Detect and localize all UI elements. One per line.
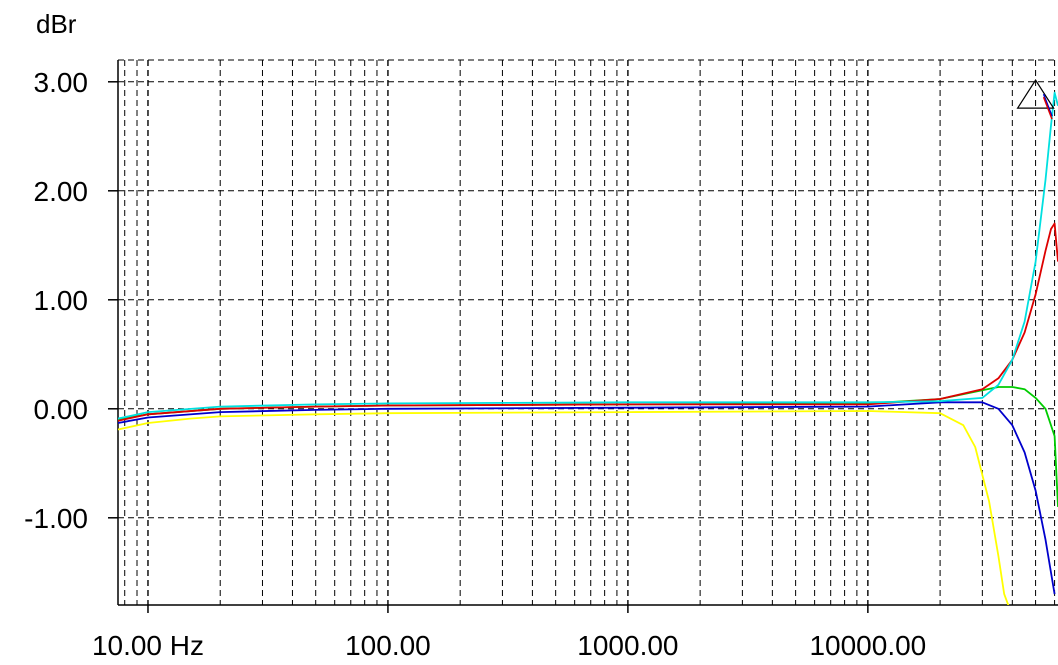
y-tick-label: -1.00 (24, 503, 88, 534)
y-tick-labels: 3.00 2.00 1.00 0.00 -1.00 (24, 67, 118, 534)
y-tick-label: 2.00 (34, 176, 89, 207)
series-line-5 (118, 91, 1058, 420)
marker-pointer-red (1042, 96, 1053, 120)
marker-group (1016, 79, 1055, 120)
y-tick-label: 0.00 (34, 394, 89, 425)
y-tick-label: 1.00 (34, 285, 89, 316)
x-tick-labels: 10.00 Hz 100.00 1000.00 10000.00 (92, 605, 926, 661)
series-line-1 (118, 410, 1010, 605)
x-tick-label: 10.00 Hz (92, 630, 204, 661)
marker-triangle (1016, 79, 1055, 109)
x-tick-label: 1000.00 (577, 630, 678, 661)
y-tick-label: 3.00 (34, 67, 89, 98)
grid (118, 60, 1058, 605)
x-tick-label: 10000.00 (809, 630, 926, 661)
plot-frame (117, 59, 1058, 606)
series-line-2 (118, 401, 1056, 595)
y-axis-unit: dBr (36, 9, 77, 39)
series-line-4 (118, 222, 1058, 422)
x-tick-label: 100.00 (345, 630, 431, 661)
marker-pointer-blue (1042, 93, 1053, 117)
series-group (118, 91, 1058, 605)
